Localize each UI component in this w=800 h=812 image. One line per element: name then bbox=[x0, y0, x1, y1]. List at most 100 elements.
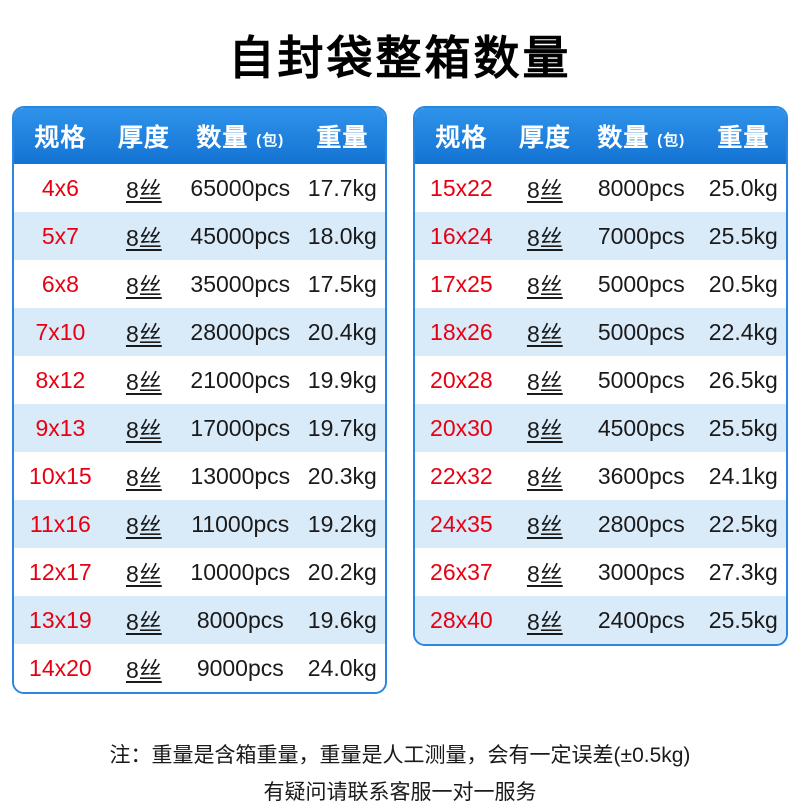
left-table: 规格 厚度 数量 (包) 重量 4x6 8丝 65000pcs 17.7kg 5x7 8丝… bbox=[14, 108, 385, 692]
table-row: 14x20 8丝 9000pcs 24.0kg bbox=[14, 644, 385, 692]
table-row: 7x10 8丝 28000pcs 20.4kg bbox=[14, 308, 385, 356]
quantity-cell: 5000pcs bbox=[597, 366, 685, 393]
table-row: 10x15 8丝 13000pcs 20.3kg bbox=[14, 452, 385, 500]
weight-cell: 25.0kg bbox=[708, 174, 778, 201]
quantity-cell: 8000pcs bbox=[196, 606, 284, 633]
weight-cell: 25.5kg bbox=[708, 606, 778, 633]
thickness-cell: 8丝 bbox=[125, 273, 162, 299]
quantity-header-unit: (包) bbox=[256, 132, 285, 149]
weight-cell: 20.2kg bbox=[307, 558, 377, 585]
quantity-cell: 13000pcs bbox=[190, 462, 291, 489]
weight-cell: 25.5kg bbox=[708, 414, 778, 441]
table-row: 26x37 8丝 3000pcs 27.3kg bbox=[415, 548, 786, 596]
quantity-cell: 7000pcs bbox=[597, 222, 685, 249]
quantity-header: 数量 (包) bbox=[581, 108, 701, 164]
thickness-cell: 8丝 bbox=[526, 369, 563, 395]
quantity-cell: 65000pcs bbox=[190, 174, 291, 201]
quantity-cell: 28000pcs bbox=[190, 318, 291, 345]
thickness-cell: 8丝 bbox=[125, 369, 162, 395]
thickness-cell: 8丝 bbox=[125, 657, 162, 683]
thickness-header: 厚度 bbox=[507, 108, 582, 164]
page-title: 自封袋整箱数量 bbox=[228, 32, 572, 84]
thickness-cell: 8丝 bbox=[526, 465, 563, 491]
spec-cell: 14x20 bbox=[29, 654, 92, 681]
thickness-cell: 8丝 bbox=[125, 513, 162, 539]
weight-cell: 24.1kg bbox=[708, 462, 778, 489]
table-row: 13x19 8丝 8000pcs 19.6kg bbox=[14, 596, 385, 644]
quantity-cell: 9000pcs bbox=[196, 654, 284, 681]
thickness-cell: 8丝 bbox=[125, 417, 162, 443]
thickness-cell: 8丝 bbox=[526, 513, 563, 539]
table-row: 9x13 8丝 17000pcs 19.7kg bbox=[14, 404, 385, 452]
weight-cell: 19.7kg bbox=[307, 414, 377, 441]
header-row: 规格 厚度 数量 (包) 重量 bbox=[14, 108, 385, 164]
spec-cell: 28x40 bbox=[430, 606, 493, 633]
table-row: 20x28 8丝 5000pcs 26.5kg bbox=[415, 356, 786, 404]
table-row: 4x6 8丝 65000pcs 17.7kg bbox=[14, 164, 385, 212]
tables-container: 规格 厚度 数量 (包) 重量 4x6 8丝 65000pcs 17.7kg 5x7 8丝… bbox=[0, 106, 800, 694]
spec-cell: 22x32 bbox=[430, 462, 493, 489]
footer-note-line2: 有疑问请联系客服一对一服务 bbox=[263, 780, 537, 804]
quantity-cell: 8000pcs bbox=[597, 174, 685, 201]
table-row: 8x12 8丝 21000pcs 19.9kg bbox=[14, 356, 385, 404]
table-row: 11x16 8丝 11000pcs 19.2kg bbox=[14, 500, 385, 548]
spec-header: 规格 bbox=[14, 108, 107, 164]
spec-cell: 12x17 bbox=[29, 558, 92, 585]
spec-cell: 16x24 bbox=[430, 222, 493, 249]
quantity-header-label: 数量 bbox=[196, 124, 249, 152]
thickness-cell: 8丝 bbox=[125, 321, 162, 347]
weight-cell: 18.0kg bbox=[307, 222, 377, 249]
spec-cell: 26x37 bbox=[430, 558, 493, 585]
spec-cell: 9x13 bbox=[35, 414, 86, 441]
spec-cell: 6x8 bbox=[41, 270, 79, 297]
table-row: 24x35 8丝 2800pcs 22.5kg bbox=[415, 500, 786, 548]
quantity-cell: 45000pcs bbox=[190, 222, 291, 249]
table-row: 16x24 8丝 7000pcs 25.5kg bbox=[415, 212, 786, 260]
header-row: 规格 厚度 数量 (包) 重量 bbox=[415, 108, 786, 164]
thickness-cell: 8丝 bbox=[125, 465, 162, 491]
thickness-cell: 8丝 bbox=[526, 417, 563, 443]
quantity-cell: 5000pcs bbox=[597, 270, 685, 297]
weight-cell: 24.0kg bbox=[307, 654, 377, 681]
thickness-header: 厚度 bbox=[106, 108, 181, 164]
weight-header: 重量 bbox=[299, 108, 385, 164]
weight-cell: 19.2kg bbox=[307, 510, 377, 537]
thickness-cell: 8丝 bbox=[526, 273, 563, 299]
weight-cell: 17.5kg bbox=[307, 270, 377, 297]
weight-cell: 20.4kg bbox=[307, 318, 377, 345]
thickness-cell: 8丝 bbox=[125, 225, 162, 251]
quantity-cell: 2800pcs bbox=[597, 510, 685, 537]
quantity-cell: 17000pcs bbox=[190, 414, 291, 441]
weight-cell: 20.5kg bbox=[708, 270, 778, 297]
quantity-cell: 3600pcs bbox=[597, 462, 685, 489]
spec-cell: 20x28 bbox=[430, 366, 493, 393]
quantity-cell: 11000pcs bbox=[191, 510, 290, 537]
weight-cell: 26.5kg bbox=[708, 366, 778, 393]
quantity-header-unit: (包) bbox=[657, 132, 686, 149]
spec-cell: 5x7 bbox=[41, 222, 79, 249]
thickness-cell: 8丝 bbox=[125, 609, 162, 635]
thickness-cell: 8丝 bbox=[526, 561, 563, 587]
weight-header: 重量 bbox=[700, 108, 786, 164]
weight-cell: 22.4kg bbox=[708, 318, 778, 345]
quantity-cell: 10000pcs bbox=[190, 558, 291, 585]
table-row: 20x30 8丝 4500pcs 25.5kg bbox=[415, 404, 786, 452]
weight-cell: 19.6kg bbox=[307, 606, 377, 633]
weight-cell: 27.3kg bbox=[708, 558, 778, 585]
weight-cell: 22.5kg bbox=[708, 510, 778, 537]
table-row: 15x22 8丝 8000pcs 25.0kg bbox=[415, 164, 786, 212]
quantity-cell: 5000pcs bbox=[597, 318, 685, 345]
table-row: 12x17 8丝 10000pcs 20.2kg bbox=[14, 548, 385, 596]
weight-cell: 17.7kg bbox=[307, 174, 377, 201]
quantity-cell: 35000pcs bbox=[190, 270, 291, 297]
quantity-cell: 2400pcs bbox=[597, 606, 685, 633]
spec-cell: 8x12 bbox=[35, 366, 86, 393]
thickness-cell: 8丝 bbox=[526, 225, 563, 251]
table-row: 22x32 8丝 3600pcs 24.1kg bbox=[415, 452, 786, 500]
quantity-header: 数量 (包) bbox=[180, 108, 300, 164]
thickness-cell: 8丝 bbox=[526, 177, 563, 203]
weight-cell: 20.3kg bbox=[307, 462, 377, 489]
quantity-header-label: 数量 bbox=[597, 124, 650, 152]
spec-cell: 18x26 bbox=[430, 318, 493, 345]
